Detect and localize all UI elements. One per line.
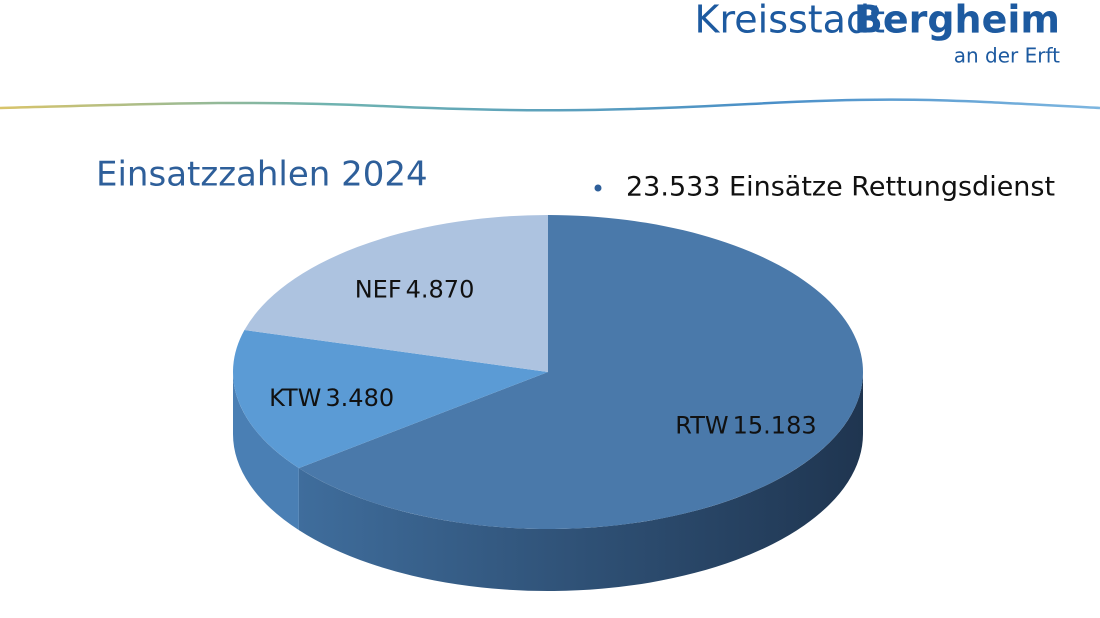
- brand-bold: Bergheim: [854, 0, 1060, 42]
- brand-light: Kreisstadt: [695, 0, 885, 42]
- chart-title: Einsatzzahlen 2024: [96, 155, 428, 195]
- slice-category: NEF: [355, 276, 402, 304]
- bullet: [594, 184, 602, 192]
- brand-sub: an der Erft: [954, 44, 1060, 68]
- slice-value: 15.183: [733, 411, 817, 439]
- slice: [233, 330, 549, 469]
- slice-category: KTW: [269, 384, 321, 412]
- slice: [298, 215, 864, 529]
- slice-value: 4.870: [406, 276, 475, 304]
- wave-line: [0, 98, 1100, 112]
- slice-value: 3.480: [325, 384, 394, 412]
- slice-side: [298, 372, 864, 592]
- pie: RTW 15.183 KTW 3.480 NEF 4.870: [233, 215, 864, 592]
- slice-label: RTW 15.183: [675, 411, 816, 439]
- slice-side: [233, 372, 299, 531]
- annotation: 23.533 Einsätze Rettungsdienst: [626, 172, 1055, 203]
- slice-label: KTW 3.480: [269, 384, 394, 412]
- slice-label: NEF 4.870: [355, 276, 475, 304]
- slice: [244, 215, 548, 372]
- slice-category: RTW: [675, 411, 728, 439]
